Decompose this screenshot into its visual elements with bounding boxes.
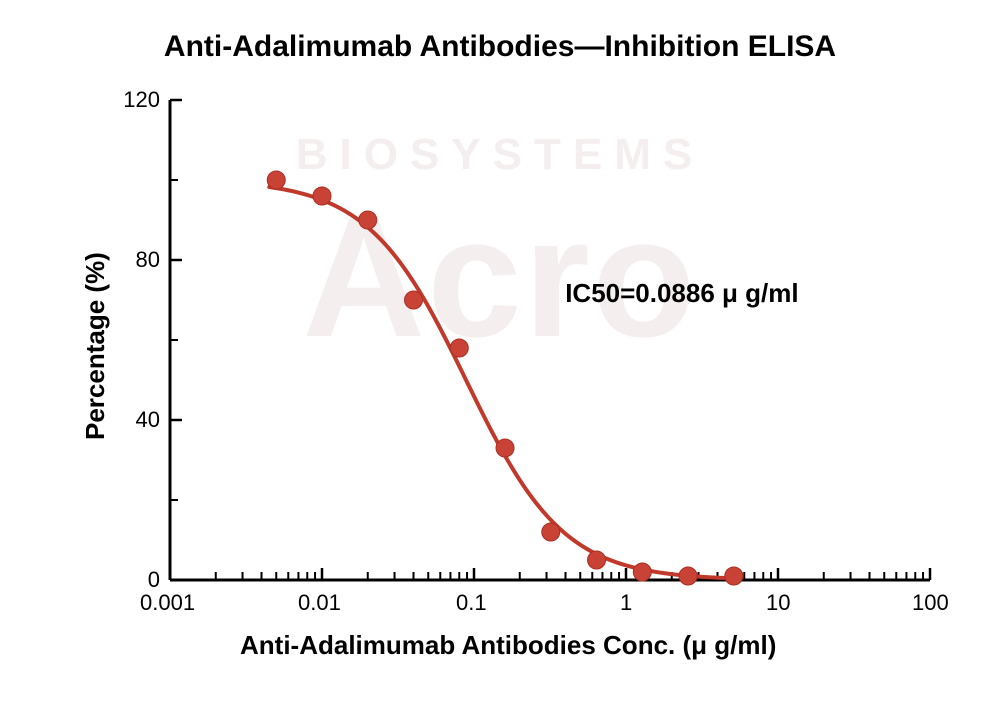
data-point bbox=[450, 339, 468, 357]
data-point bbox=[496, 439, 514, 457]
y-tick-label: 120 bbox=[123, 87, 160, 113]
data-point bbox=[359, 211, 377, 229]
data-point bbox=[405, 291, 423, 309]
y-tick-label: 40 bbox=[136, 407, 160, 433]
y-tick-label: 80 bbox=[136, 247, 160, 273]
x-tick-label: 100 bbox=[912, 590, 949, 616]
data-point bbox=[542, 523, 560, 541]
fit-curve bbox=[269, 187, 737, 578]
data-point bbox=[725, 567, 743, 585]
x-tick-label: 0.01 bbox=[298, 590, 341, 616]
x-tick-label: 10 bbox=[766, 590, 790, 616]
x-tick-label: 0.1 bbox=[456, 590, 487, 616]
x-tick-label: 1 bbox=[620, 590, 632, 616]
data-point bbox=[313, 187, 331, 205]
chart-container: BIOSYSTEMS Acro Anti-Adalimumab Antibodi… bbox=[0, 0, 1000, 711]
x-tick-label: 0.001 bbox=[140, 590, 195, 616]
data-point bbox=[679, 567, 697, 585]
data-point bbox=[633, 563, 651, 581]
data-point bbox=[588, 551, 606, 569]
data-point bbox=[267, 171, 285, 189]
